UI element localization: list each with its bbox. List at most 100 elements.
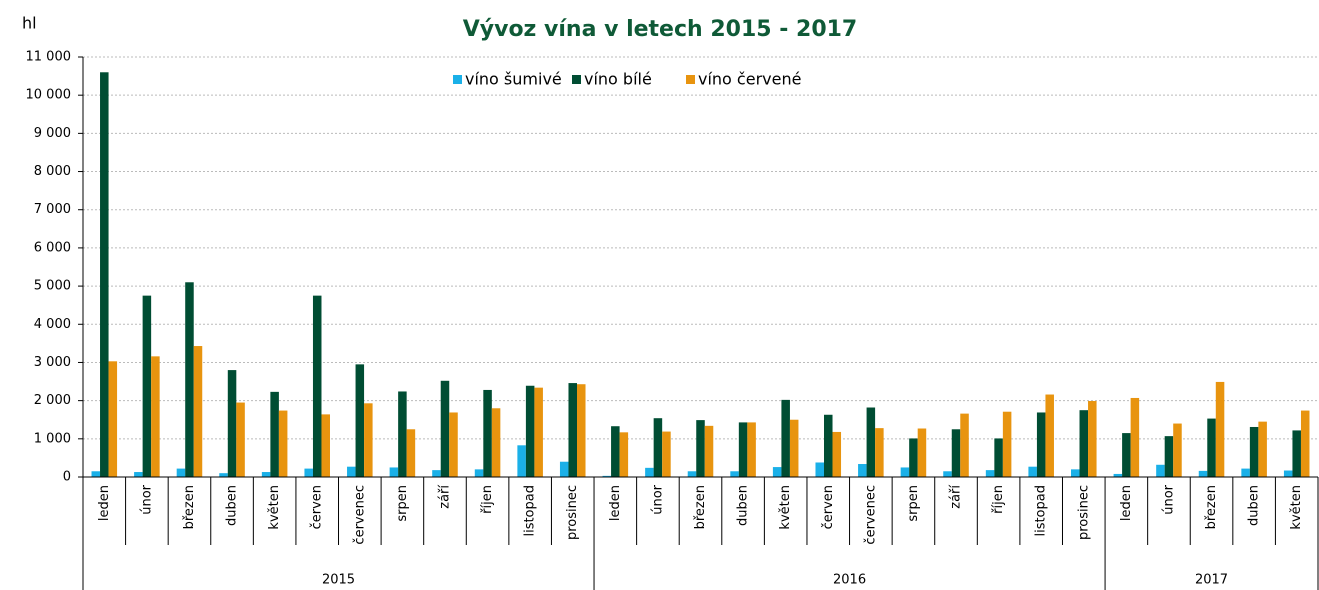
group-label: 2016 bbox=[833, 573, 866, 588]
x-tick-label: říjen bbox=[991, 485, 1006, 514]
bar bbox=[261, 472, 271, 477]
bar bbox=[789, 419, 799, 477]
bar bbox=[994, 438, 1003, 477]
bar bbox=[347, 466, 356, 477]
bar bbox=[772, 467, 782, 477]
bar bbox=[960, 413, 969, 477]
bar bbox=[1079, 410, 1089, 477]
bar bbox=[312, 295, 322, 477]
bar bbox=[219, 473, 228, 477]
bar bbox=[134, 472, 143, 477]
x-tick-label: srpen bbox=[395, 485, 410, 522]
y-tick-label: 11 000 bbox=[26, 50, 72, 65]
bar bbox=[364, 403, 373, 477]
bar bbox=[985, 470, 995, 477]
x-tick-label: únor bbox=[1161, 484, 1176, 514]
bar bbox=[1283, 470, 1293, 477]
bar bbox=[1113, 473, 1123, 477]
bar bbox=[449, 412, 458, 477]
bar bbox=[858, 464, 867, 477]
bar bbox=[747, 422, 756, 477]
y-tick-label: 4 000 bbox=[34, 317, 71, 332]
bar bbox=[91, 471, 101, 477]
y-tick-label: 1 000 bbox=[34, 431, 71, 446]
x-tick-label: listopad bbox=[1034, 485, 1049, 537]
bar bbox=[483, 389, 492, 477]
bar bbox=[832, 431, 842, 477]
x-tick-label: duben bbox=[225, 485, 240, 526]
bar bbox=[1122, 433, 1131, 477]
bar bbox=[534, 387, 543, 477]
bar bbox=[1088, 401, 1097, 477]
y-tick-label: 0 bbox=[63, 470, 71, 485]
bar bbox=[185, 282, 194, 477]
x-tick-label: květen bbox=[267, 485, 282, 530]
x-tick-label: únor bbox=[139, 484, 154, 514]
bar bbox=[738, 422, 748, 477]
bar bbox=[653, 418, 663, 477]
x-tick-label: únor bbox=[650, 484, 665, 514]
x-tick-label: duben bbox=[1247, 485, 1262, 526]
bar bbox=[389, 467, 399, 477]
group-label: 2015 bbox=[322, 573, 355, 588]
bar bbox=[577, 384, 586, 477]
bar bbox=[1045, 394, 1054, 477]
bar bbox=[1071, 469, 1080, 477]
bar bbox=[611, 426, 620, 477]
y-tick-label: 5 000 bbox=[34, 279, 71, 294]
legend-swatch bbox=[453, 75, 462, 84]
bar bbox=[687, 471, 697, 477]
bar bbox=[1249, 426, 1259, 477]
bar bbox=[704, 425, 714, 477]
bar bbox=[1164, 436, 1174, 477]
x-tick-label: březen bbox=[1204, 485, 1219, 529]
x-tick-label: leden bbox=[97, 485, 112, 521]
bar bbox=[917, 428, 927, 477]
x-tick-label: červenec bbox=[863, 485, 878, 545]
x-tick-label: červen bbox=[310, 485, 325, 529]
bar bbox=[1173, 423, 1182, 477]
x-tick-label: listopad bbox=[523, 485, 538, 537]
x-tick-label: září bbox=[437, 485, 452, 509]
bar bbox=[176, 468, 186, 477]
x-tick-label: březen bbox=[693, 485, 708, 529]
bar bbox=[619, 432, 629, 477]
bar bbox=[730, 471, 739, 477]
bar bbox=[559, 461, 569, 477]
x-tick-label: leden bbox=[1119, 485, 1134, 521]
x-tick-label: prosinec bbox=[1076, 485, 1091, 540]
bar bbox=[321, 414, 330, 477]
x-tick-label: květen bbox=[778, 485, 793, 530]
y-tick-label: 8 000 bbox=[34, 164, 71, 179]
bar bbox=[142, 295, 152, 477]
legend-swatch bbox=[686, 75, 695, 84]
bar bbox=[491, 408, 501, 477]
bar bbox=[951, 429, 961, 477]
bar bbox=[100, 72, 109, 477]
legend-label: víno červené bbox=[698, 70, 801, 89]
bar bbox=[1036, 412, 1046, 477]
y-tick-label: 3 000 bbox=[34, 355, 71, 370]
bar bbox=[1028, 466, 1037, 477]
bar bbox=[108, 361, 118, 477]
chart-title: Vývoz vína v letech 2015 - 2017 bbox=[463, 17, 858, 42]
bar bbox=[474, 469, 484, 477]
y-tick-label: 7 000 bbox=[34, 202, 71, 217]
x-tick-label: prosinec bbox=[565, 485, 580, 540]
bar bbox=[151, 356, 160, 477]
legend-swatch bbox=[572, 75, 581, 84]
bar bbox=[815, 462, 824, 477]
bar bbox=[1156, 464, 1165, 477]
bar bbox=[1300, 410, 1310, 477]
y-tick-label: 2 000 bbox=[34, 393, 71, 408]
bar bbox=[1207, 418, 1216, 477]
bar bbox=[193, 346, 203, 477]
x-tick-label: červen bbox=[821, 485, 836, 529]
bar bbox=[440, 380, 450, 477]
bar bbox=[406, 429, 416, 477]
y-axis-label: hl bbox=[22, 14, 37, 33]
group-label: 2017 bbox=[1195, 573, 1228, 588]
bar bbox=[943, 471, 952, 477]
bar bbox=[355, 364, 365, 477]
